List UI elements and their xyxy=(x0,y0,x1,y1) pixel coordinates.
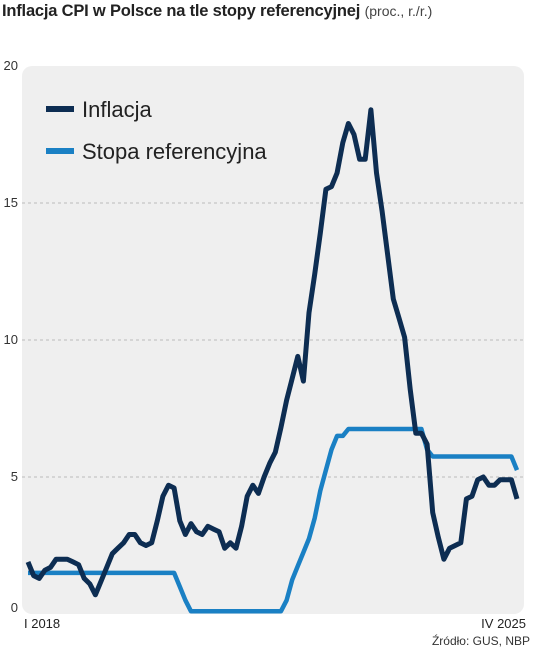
plot-area xyxy=(22,66,524,614)
series-lines xyxy=(25,107,520,614)
x-tick-label-end: IV 2025 xyxy=(481,616,526,631)
series-line-stopa-referencyjna xyxy=(28,426,520,614)
series-line-inflacja xyxy=(25,107,520,598)
y-tick-label: 10 xyxy=(4,332,18,347)
x-tick-label-start: I 2018 xyxy=(24,616,60,631)
y-tick-label: 0 xyxy=(11,600,18,615)
y-tick-label: 5 xyxy=(11,469,18,484)
chart-title: Inflacja CPI w Polsce na tle stopy refer… xyxy=(2,2,361,20)
chart-subtitle: (proc., r./r.) xyxy=(364,3,433,19)
chart-header: Inflacja CPI w Polsce na tle stopy refer… xyxy=(2,2,534,21)
x-axis-tick-labels: I 2018 IV 2025 xyxy=(24,616,526,631)
y-tick-label: 15 xyxy=(4,195,18,210)
source-note: Źródło: GUS, NBP xyxy=(431,634,530,648)
legend-label: Inflacja xyxy=(82,97,152,122)
legend-label: Stopa referencyjna xyxy=(82,139,267,164)
legend: Inflacja Stopa referencyjna xyxy=(46,97,267,164)
y-axis-tick-labels: 0 5 10 15 20 xyxy=(4,58,18,615)
y-tick-label: 20 xyxy=(4,58,18,73)
